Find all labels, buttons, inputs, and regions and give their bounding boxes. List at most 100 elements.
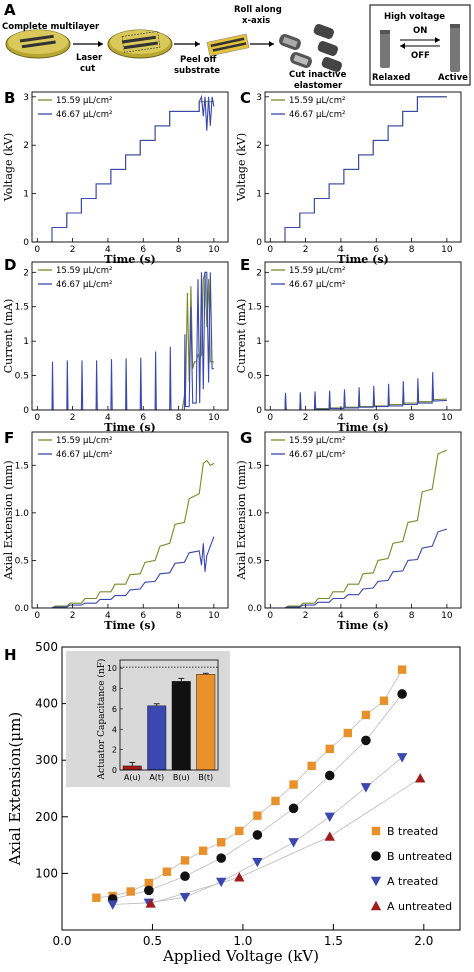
legend-label-2: 46.67 μL/cm² — [289, 280, 345, 290]
inset-y-tick-label: 2 — [112, 746, 117, 755]
strip-icon — [206, 33, 250, 57]
chart-panel-e: E 0 2 4 6 8 10 0 0.5 1 1.5 2 Time (s) Current (mA) 15.… — [235, 256, 462, 434]
x-axis-title: Time (s) — [104, 421, 155, 434]
label-on: ON — [413, 26, 427, 36]
data-point — [216, 877, 227, 888]
data-point — [144, 878, 154, 888]
y-tick-label: 1.0 — [15, 509, 30, 519]
inset-bar-B(t) — [196, 674, 216, 771]
y-axis-title: Axial Extension (mm) — [2, 460, 15, 580]
y-tick-label: 0.0 — [15, 604, 30, 614]
x-tick-label: 2 — [70, 611, 76, 621]
y-tick-label: 1.0 — [248, 509, 263, 519]
x-tick-label: 4 — [338, 413, 344, 423]
y-axis-title: Voltage (kV) — [2, 133, 15, 202]
data-point — [217, 838, 226, 847]
x-tick-label: 6 — [140, 413, 146, 423]
y-tick-label: 100 — [35, 866, 58, 880]
legend-label: B treated — [387, 825, 438, 838]
x-tick-label: 0 — [267, 245, 273, 255]
label-cut: cut — [80, 64, 95, 74]
x-tick-label: 6 — [373, 611, 379, 621]
chart-panel-c: C 0 2 4 6 8 10 0 1 2 3 Time (s) Voltage (kV) 15.59 μL… — [235, 89, 462, 266]
data-point — [361, 735, 371, 746]
legend-label-2: 46.67 μL/cm² — [289, 450, 345, 460]
data-point — [288, 838, 299, 848]
y-tick-label: 0 — [256, 238, 262, 248]
x-tick-label: 8 — [176, 245, 182, 255]
inset-category-label: B(u) — [173, 773, 190, 782]
data-point — [253, 811, 262, 820]
y-tick-label: 1.5 — [248, 303, 262, 313]
x-tick-label: 0 — [34, 413, 40, 423]
data-point — [180, 856, 190, 865]
data-point — [252, 857, 263, 868]
x-tick-label: 0 — [34, 245, 40, 255]
plot-frame — [264, 261, 462, 411]
cut-disc-icon — [107, 29, 173, 59]
data-point — [252, 830, 263, 840]
legend-marker — [370, 876, 382, 887]
legend-label: A treated — [387, 875, 438, 888]
panel-letter-d: D — [4, 256, 16, 274]
inset-y-tick-label: 4 — [112, 725, 117, 734]
series-line-2 — [37, 536, 215, 608]
x-tick-label: 0 — [267, 611, 273, 621]
y-tick-label: 0 — [23, 406, 29, 416]
x-tick-label: 10 — [208, 611, 220, 621]
data-point — [361, 710, 371, 720]
label-active: Active — [438, 73, 468, 83]
data-point — [397, 665, 407, 674]
legend-label-2: 46.67 μL/cm² — [56, 110, 112, 120]
panel-letter-f: F — [4, 429, 14, 447]
x-tick-label: 2 — [70, 413, 76, 423]
y-tick-label: 2 — [256, 141, 262, 151]
panel-letter-b: B — [4, 89, 15, 107]
chart-panel-g: G 0 2 4 6 8 10 0.0 0.5 1.0 1.5 Time (s) Axial Extens… — [235, 429, 462, 632]
legend-label-2: 46.67 μL/cm² — [56, 450, 112, 460]
legend-marker — [370, 900, 382, 911]
data-point — [144, 885, 154, 896]
x-axis-title: Time (s) — [104, 253, 155, 266]
x-tick-label: 1.5 — [324, 934, 343, 948]
label-x-axis: x-axis — [242, 16, 270, 26]
rolled-actuator-icon — [279, 34, 312, 68]
y-tick-label: 2 — [23, 141, 29, 151]
x-tick-label: 0.5 — [143, 934, 162, 948]
inset-bar-A(t) — [147, 705, 167, 771]
inset-category-label: A(t) — [149, 773, 164, 782]
y-tick-label: 400 — [35, 697, 58, 711]
inset-category-label: B(t) — [198, 773, 213, 782]
x-tick-label: 4 — [105, 611, 111, 621]
x-tick-label: 2.0 — [414, 934, 433, 948]
x-axis-title: Time (s) — [337, 619, 388, 632]
x-tick-label: 6 — [140, 611, 146, 621]
series-line-2 — [270, 96, 447, 242]
data-point — [162, 867, 172, 876]
data-point — [107, 900, 118, 910]
panel-letter-g: G — [240, 429, 252, 447]
x-tick-label: 8 — [409, 245, 415, 255]
x-tick-label: 6 — [373, 245, 379, 255]
label-off: OFF — [411, 51, 430, 61]
legend-marker — [371, 851, 381, 861]
data-point — [325, 744, 334, 754]
plot-frame — [264, 431, 462, 609]
data-point — [397, 689, 407, 699]
series-line-2 — [37, 94, 215, 242]
inset-y-tick-label: 8 — [112, 685, 117, 694]
actuation-box — [369, 4, 471, 86]
panel-letter-a: A — [4, 1, 16, 19]
trimmed-actuator-icon — [313, 24, 342, 72]
y-axis-title-h: Axial Extension(μm) — [6, 712, 24, 866]
y-tick-label: 0.0 — [248, 604, 263, 614]
data-point — [360, 783, 372, 793]
label-laser: Laser — [76, 53, 103, 63]
legend-label-1: 15.59 μL/cm² — [289, 266, 345, 276]
data-point — [235, 826, 244, 836]
legend-label-2: 46.67 μL/cm² — [56, 280, 112, 290]
plot-frame — [264, 91, 462, 243]
label-high-voltage: High voltage — [384, 12, 445, 22]
y-tick-label: 0 — [256, 406, 262, 416]
